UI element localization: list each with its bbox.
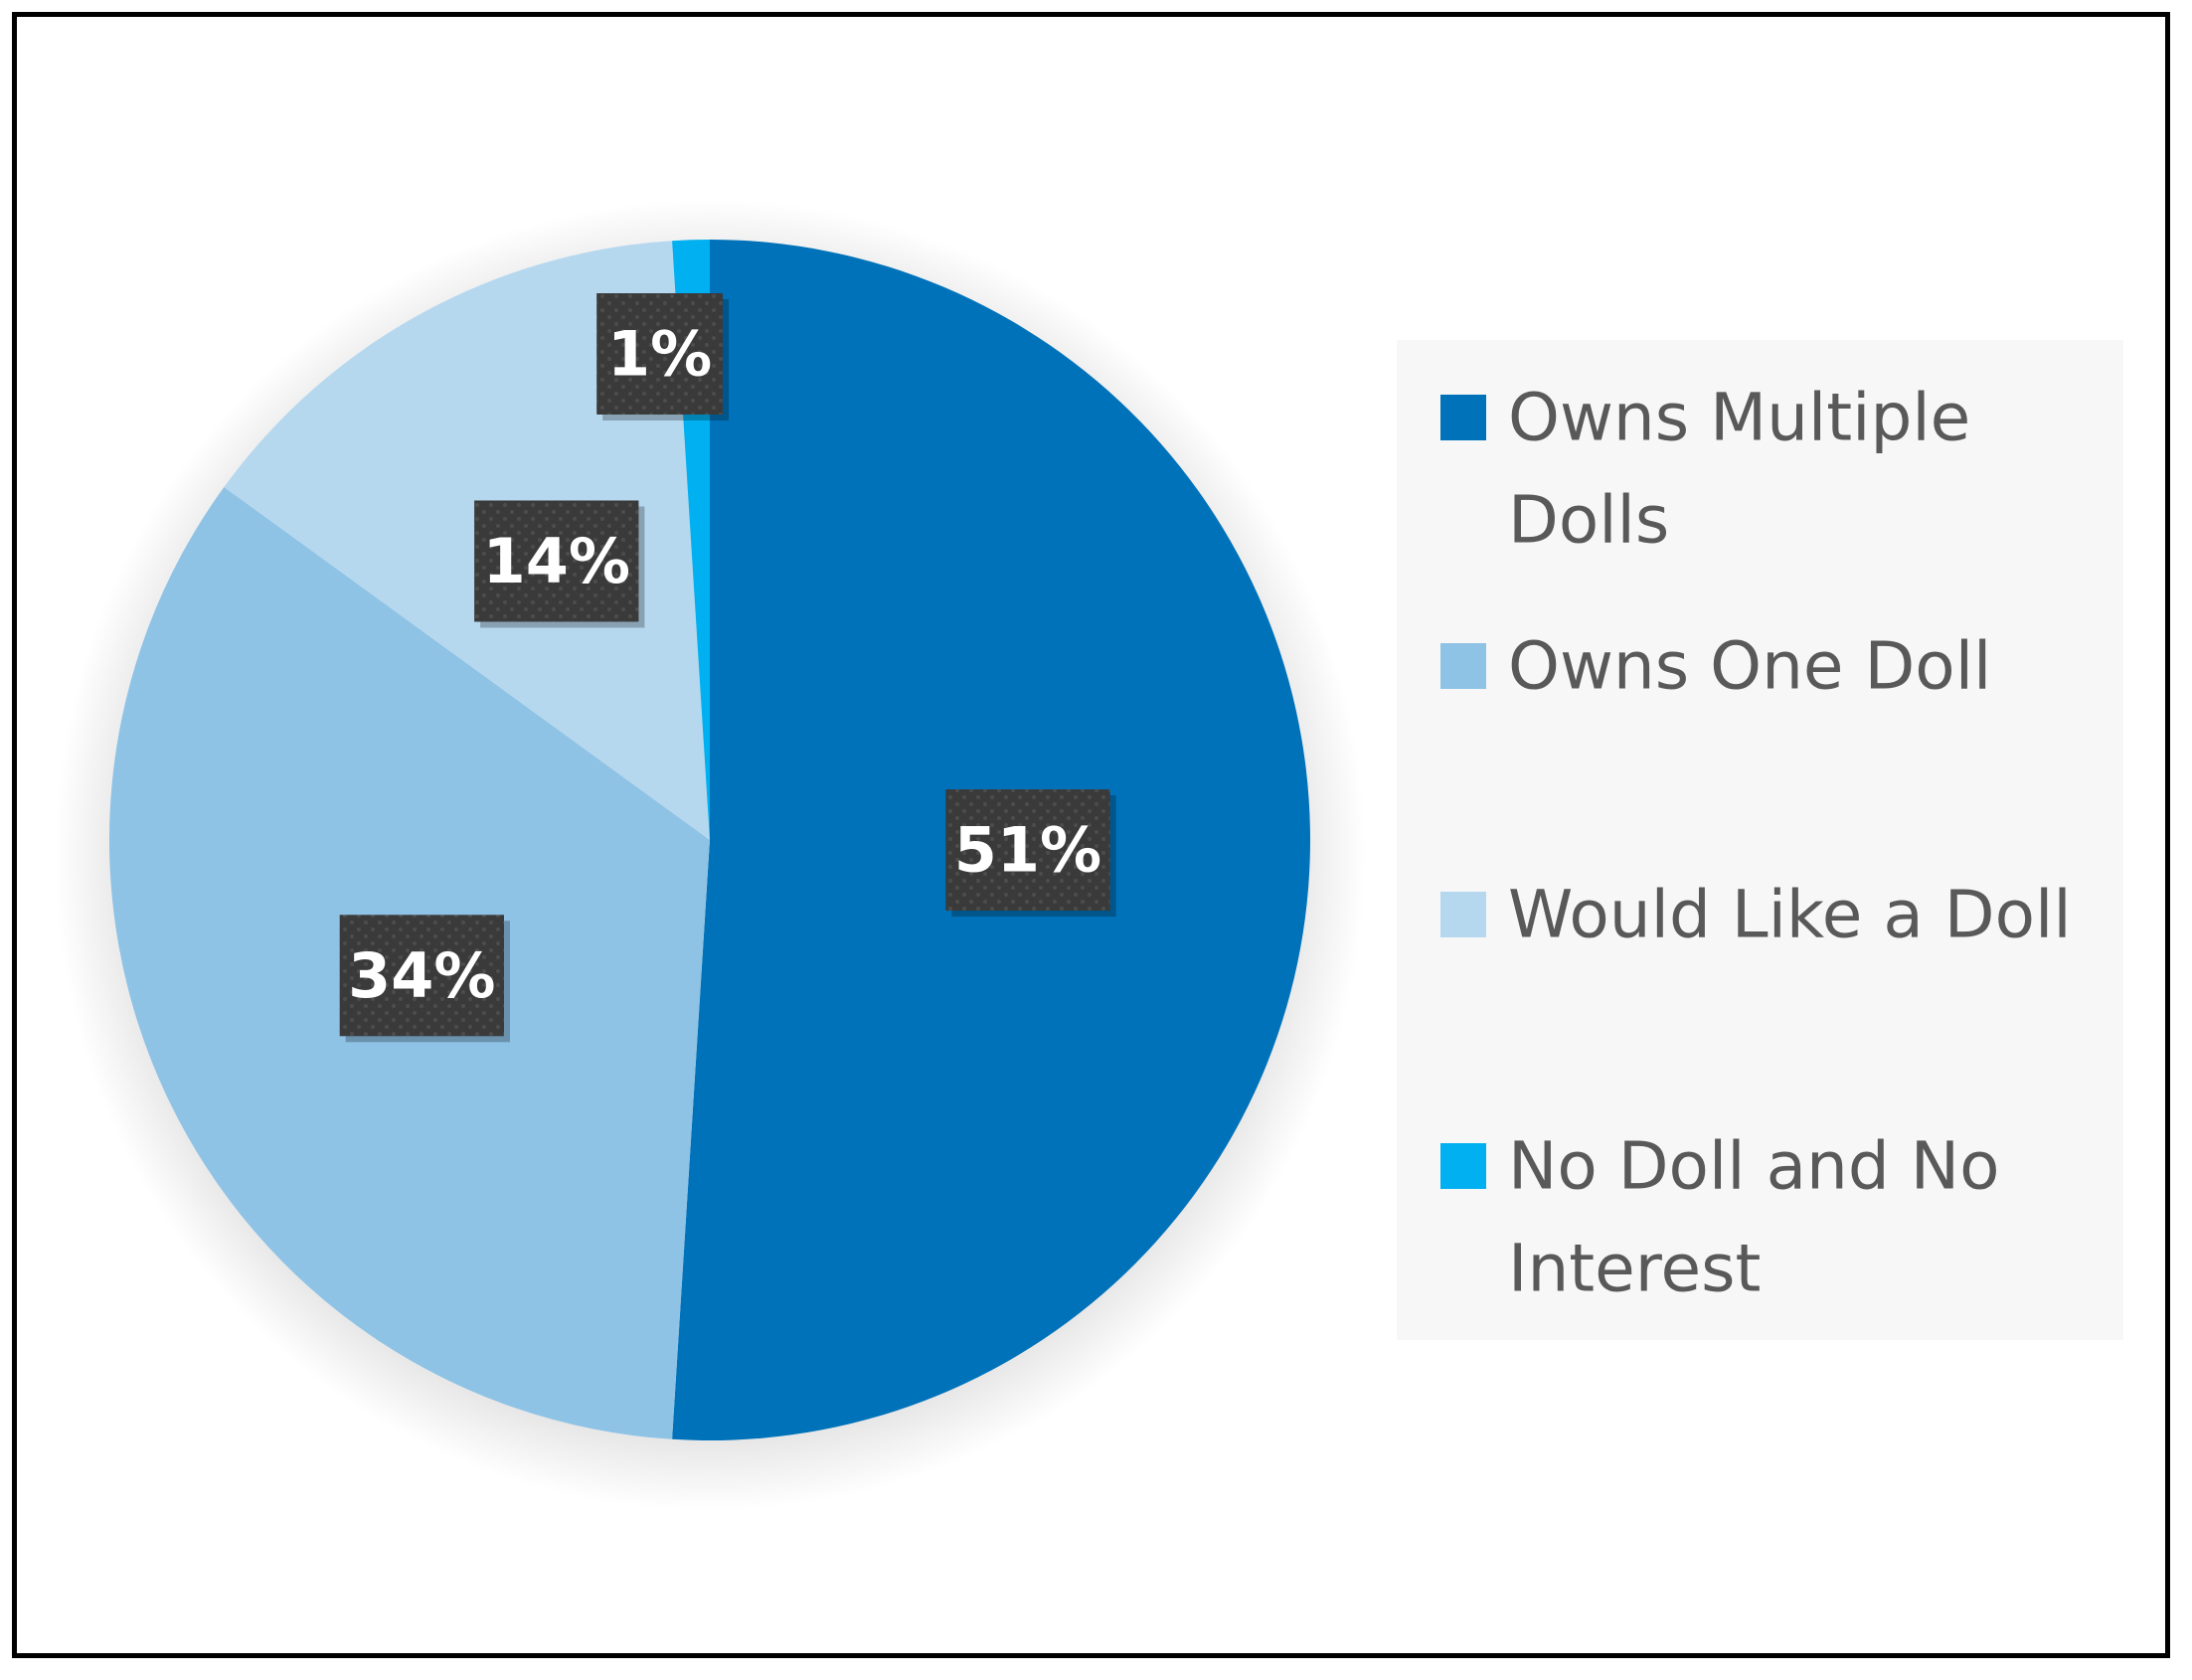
legend-swatch [1440,395,1486,440]
data-label-owns-multiple-dolls: 51% [945,789,1116,918]
legend-item-owns-multiple-dolls: Owns Multiple Dolls [1440,380,1970,559]
data-label-would-like-a-doll: 14% [474,500,645,628]
legend-item-would-like-a-doll: Would Like a Doll [1440,877,2072,953]
data-label-text: 1% [607,318,712,391]
data-label-text: 14% [483,525,630,597]
legend-label: Owns One Doll [1508,628,1991,705]
data-label-no-doll-and-no-interest: 1% [596,293,730,421]
pie-slice-would-like-a-doll [224,241,710,841]
legend-item-owns-one-doll: Owns One Doll [1440,628,1991,705]
legend-box [1397,340,2123,1340]
data-label-text: 51% [954,814,1101,887]
data-label-text: 34% [348,939,495,1012]
data-labels: 51% 34% 14% 1% [339,293,1116,1043]
legend-label: No Doll and No [1508,1128,1999,1205]
legend-label: Owns Multiple [1508,380,1970,456]
legend-swatch [1440,892,1486,937]
legend: Owns Multiple Dolls Owns One Doll Would Lik… [1440,380,2072,1307]
legend-label: Would Like a Doll [1508,877,2072,953]
legend-swatch [1440,1143,1486,1189]
legend-label: Interest [1508,1231,1761,1307]
legend-swatch [1440,643,1486,689]
data-label-owns-one-doll: 34% [339,915,511,1043]
legend-label: Dolls [1508,482,1669,559]
legend-item-no-doll-and-no-interest: No Doll and No Interest [1440,1128,1999,1307]
